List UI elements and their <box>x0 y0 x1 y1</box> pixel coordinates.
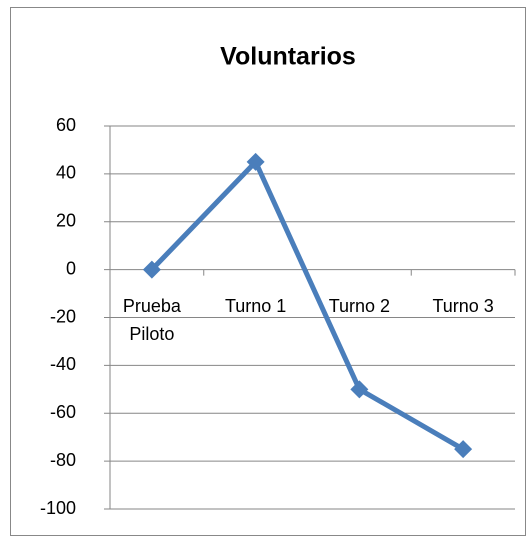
marker <box>350 380 369 399</box>
marker <box>246 152 265 171</box>
y-tick-label: -60 <box>50 402 76 422</box>
x-tick-label: Turno 2 <box>328 295 391 316</box>
line <box>150 159 465 452</box>
x-tick-label: Turno 1 <box>224 295 287 316</box>
marker <box>454 440 473 459</box>
chart-title: Voluntarios <box>220 43 356 71</box>
x-tick-label: Turno 3 <box>432 295 494 316</box>
y-tick-label: -40 <box>50 354 76 374</box>
y-tick-label: -100 <box>40 498 76 518</box>
y-tick-label: 60 <box>56 115 76 135</box>
x-tick-label: Prueba Piloto <box>122 295 181 344</box>
y-tick-label: 20 <box>56 211 76 231</box>
y-tick-label: -80 <box>50 450 76 470</box>
chart-border <box>10 7 526 536</box>
marker <box>142 260 161 279</box>
y-tick-label: 0 <box>66 258 76 278</box>
y-tick-label: 40 <box>56 163 76 183</box>
y-tick-label: -20 <box>50 306 76 326</box>
